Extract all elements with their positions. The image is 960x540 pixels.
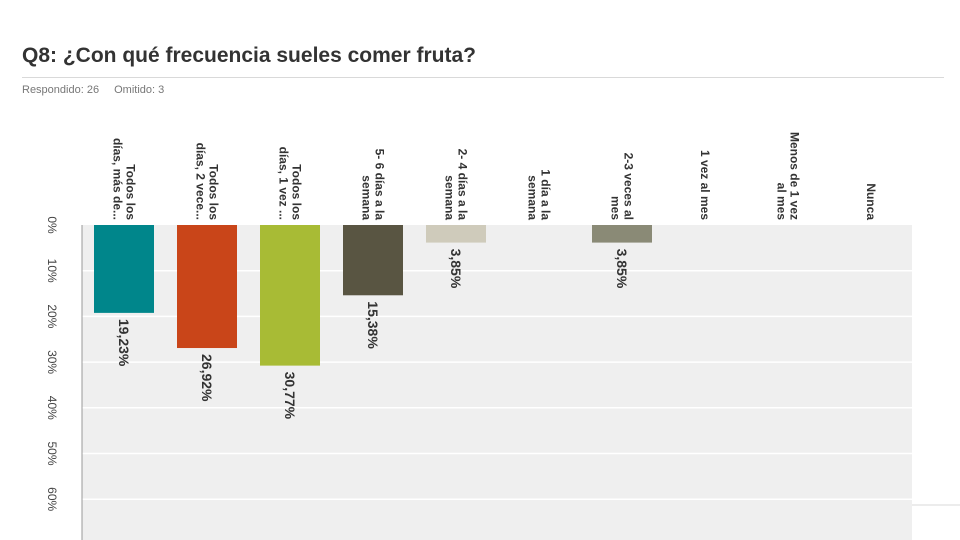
category-label-line: semana: [443, 175, 457, 220]
value-label: 26,92%: [199, 354, 215, 402]
page-title: Q8: ¿Con qué frecuencia sueles comer fru…: [22, 44, 476, 67]
category-label: 1 día a lasemana: [526, 169, 553, 220]
category-label-line: 5- 6 días a la: [373, 149, 387, 221]
value-label: 3,85%: [614, 249, 630, 289]
category-label: Todos losdías, 2 vece...: [194, 143, 221, 221]
category-label-line: 2- 4 días a la: [456, 149, 470, 221]
axis-tick-label: 40%: [45, 396, 59, 420]
category-label-line: mes: [609, 196, 623, 220]
category-label-line: Todos los: [207, 164, 221, 220]
axis-tick-label: 50%: [45, 441, 59, 465]
skipped-count: Omitido: 3: [114, 84, 165, 96]
bar: [592, 225, 652, 243]
axis-tick-label: 0%: [45, 216, 59, 234]
bar: [260, 225, 320, 366]
category-label: 1 vez al mes: [698, 150, 712, 220]
axis-tick-label: 10%: [45, 259, 59, 283]
category-label: Menos de 1 vezal mes: [775, 132, 802, 220]
category-label-line: 2-3 veces al: [622, 153, 636, 220]
value-labels: 19,23% 26,92% 30,77% 15,38% 3,85% 3,85%: [116, 249, 630, 420]
category-label-line: Nunca: [864, 183, 878, 220]
category-label-line: Menos de 1 vez: [788, 132, 802, 220]
category-label-line: semana: [360, 175, 374, 220]
category-label-line: 1 vez al mes: [698, 150, 712, 220]
category-label: 5- 6 días a lasemana: [360, 149, 387, 221]
bar: [343, 225, 403, 296]
category-label: 2- 4 días a lasemana: [443, 149, 470, 221]
category-label: Todos losdías, más de...: [111, 138, 138, 220]
category-label-line: semana: [526, 175, 540, 220]
bar: [177, 225, 237, 349]
axis-tick-label: 30%: [45, 350, 59, 374]
value-label: 30,77%: [282, 372, 298, 420]
category-label: Nunca: [864, 183, 878, 220]
value-label: 3,85%: [448, 249, 464, 289]
axis-tick-label: 60%: [45, 487, 59, 511]
category-label: 2-3 veces almes: [609, 153, 636, 221]
value-label: 19,23%: [116, 319, 132, 367]
category-label-line: Todos los: [124, 164, 138, 220]
category-label-line: días, más de...: [111, 138, 125, 220]
category-label: Todos losdías, 1 vez ...: [277, 147, 304, 221]
category-label-line: días, 2 vece...: [194, 143, 208, 220]
value-label: 15,38%: [365, 301, 381, 349]
axis-tick-label: 20%: [45, 304, 59, 328]
category-labels: Todos losdías, más de... Todos losdías, 2…: [111, 132, 879, 220]
bar: [94, 225, 154, 313]
response-stats: Respondido: 26 Omitido: 3: [22, 84, 164, 96]
category-label-line: al mes: [775, 183, 789, 221]
category-label-line: Todos los: [290, 164, 304, 220]
bar: [426, 225, 486, 243]
axis-tick-labels: 0%10%20%30%40%50%60%7: [45, 216, 59, 511]
category-label-line: días, 1 vez ...: [277, 147, 291, 220]
bars: [94, 225, 652, 366]
answered-count: Respondido: 26: [22, 84, 100, 96]
title-divider: [22, 77, 944, 78]
category-label-line: 1 día a la: [539, 169, 553, 220]
